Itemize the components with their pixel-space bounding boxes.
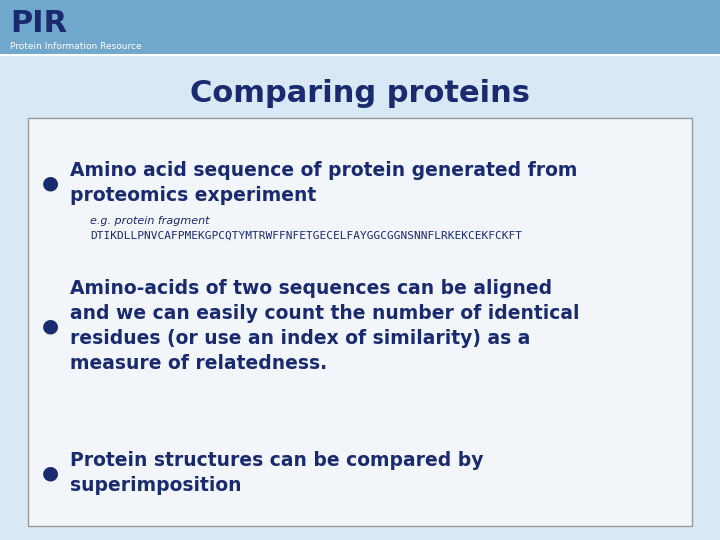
Bar <box>0 0 720 55</box>
Text: Amino-acids of two sequences can be aligned
and we can easily count the number o: Amino-acids of two sequences can be alig… <box>70 279 580 373</box>
Text: Amino acid sequence of protein generated from
proteomics experiment: Amino acid sequence of protein generated… <box>70 161 577 205</box>
Bar <box>28 118 692 526</box>
Text: Comparing proteins: Comparing proteins <box>190 78 530 107</box>
Text: e.g. protein fragment: e.g. protein fragment <box>90 217 210 226</box>
Text: DTIKDLLPNVCAFPMEKGPCQTYMTRWFFNFETGECELFAYGGCGGNSNNFLRKEKCEKFCKFT: DTIKDLLPNVCAFPMEKGPCQTYMTRWFFNFETGECELFA… <box>90 230 522 240</box>
Text: PIR: PIR <box>10 9 67 38</box>
Text: Protein structures can be compared by
superimposition: Protein structures can be compared by su… <box>70 451 484 495</box>
Text: ●: ● <box>42 174 58 193</box>
Text: ●: ● <box>42 316 58 335</box>
Text: Protein Information Resource: Protein Information Resource <box>10 42 142 51</box>
Text: ●: ● <box>42 463 58 482</box>
